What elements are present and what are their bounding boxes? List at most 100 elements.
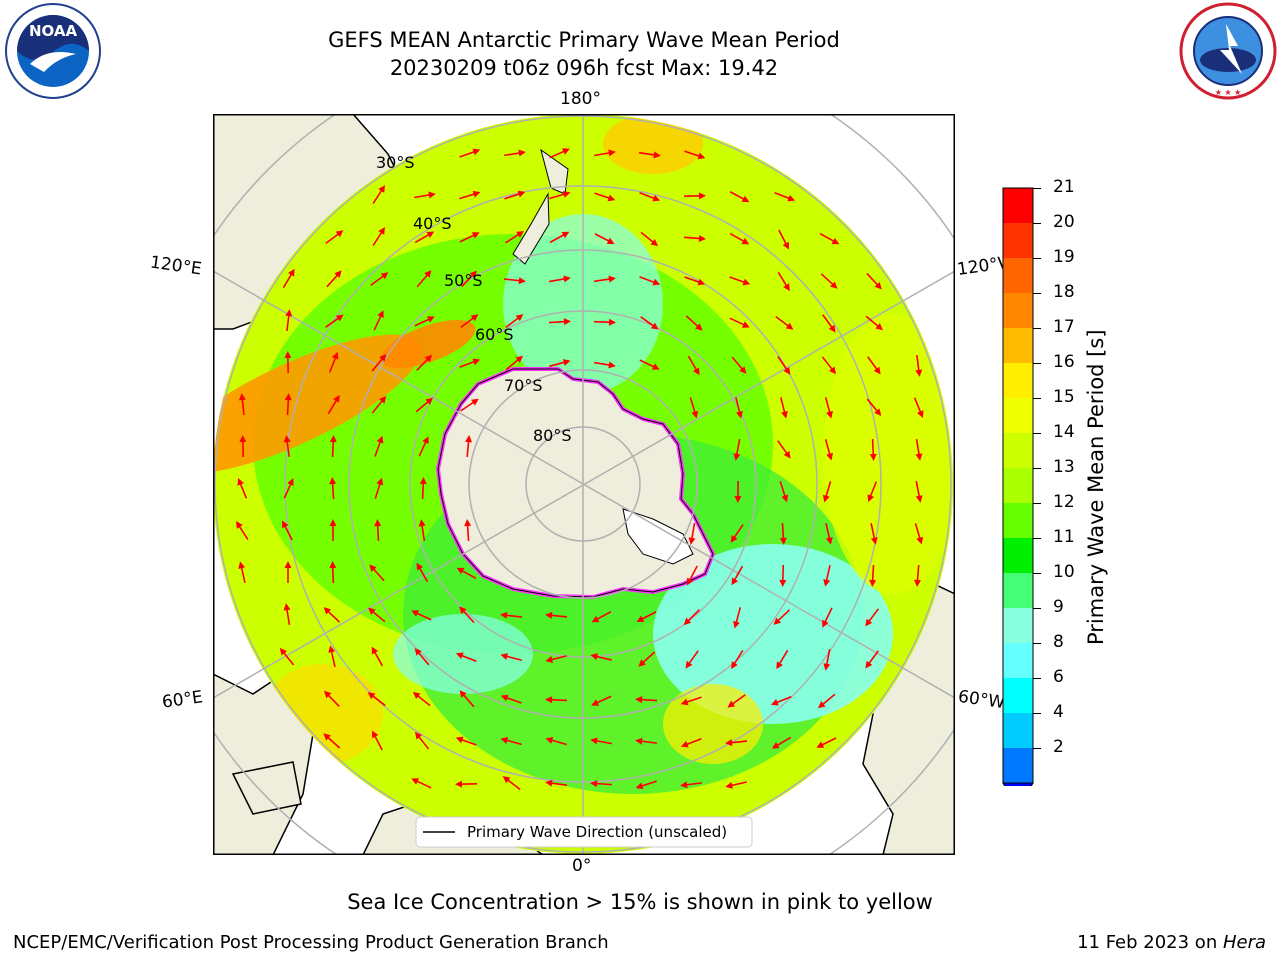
wave-arrow-head	[741, 195, 750, 203]
wave-arrow-head	[638, 659, 646, 667]
wave-arrow	[459, 360, 477, 368]
wave-arrow	[549, 149, 567, 159]
wave-arrow	[732, 649, 744, 667]
wave-arrow-head	[779, 579, 787, 587]
wave-arrow-head	[515, 314, 524, 322]
wave-arrow-head	[335, 230, 344, 238]
colorbar-tick-label: 4	[1053, 702, 1064, 722]
wave-arrow-head	[608, 318, 616, 326]
wave-arrow	[285, 606, 291, 626]
lat-label-40s: 40°S	[413, 214, 452, 233]
wave-arrow	[374, 439, 382, 457]
wave-direction-arrows	[236, 148, 924, 835]
map-panel: Primary Wave Direction (unscaled)	[213, 114, 955, 855]
wave-arrow-head	[608, 275, 616, 283]
wave-arrow-head	[545, 611, 553, 619]
wave-arrow-head	[500, 694, 509, 702]
wave-arrow	[325, 316, 341, 328]
wave-arrow	[549, 655, 567, 661]
wave-arrow	[374, 481, 382, 499]
lat-label-70s: 70°S	[504, 376, 543, 395]
wave-arrow-head	[334, 270, 342, 278]
wave-arrow	[685, 315, 701, 329]
wave-arrow	[329, 355, 337, 373]
wave-arrow	[871, 438, 875, 458]
wave-arrow-head	[469, 270, 477, 279]
wave-arrow	[781, 522, 785, 542]
wave-arrow-head	[459, 690, 467, 698]
wave-arrow-head	[783, 450, 791, 459]
wave-arrow-head	[465, 435, 473, 443]
wave-arrow-head	[817, 701, 826, 709]
wave-arrow-head	[787, 194, 796, 202]
colorbar-segment	[1003, 468, 1033, 503]
wave-arrow-head	[874, 408, 882, 417]
wave-arrow	[548, 782, 568, 786]
colorbar-tick-label: 13	[1053, 457, 1075, 477]
wave-arrow	[459, 192, 477, 200]
wave-arrow-head	[680, 698, 689, 706]
wave-arrow-head	[652, 194, 661, 202]
wave-arrow-head	[416, 562, 424, 571]
wave-arrow-head	[783, 283, 790, 292]
wave-arrow-head	[653, 151, 661, 159]
wave-arrow-head	[563, 275, 571, 283]
wave-arrow-head	[418, 519, 426, 527]
colorbar-tick-label: 20	[1053, 212, 1075, 232]
colorbar-tick-label: 9	[1053, 597, 1064, 617]
wave-arrow-head	[471, 398, 479, 406]
wave-arrow-head	[652, 278, 661, 286]
wave-arrow	[331, 480, 335, 500]
wave-arrow	[461, 608, 475, 624]
wave-arrow-head	[606, 237, 615, 244]
wave-arrow-head	[831, 237, 840, 245]
wave-arrow	[639, 192, 657, 200]
wave-arrow-head	[515, 355, 524, 363]
wave-arrow-head	[825, 537, 833, 545]
wave-arrow-head	[239, 435, 247, 443]
wave-arrow	[688, 565, 698, 583]
wave-arrow	[416, 272, 430, 288]
wave-arrow-head	[367, 692, 376, 700]
wave-arrow-head	[816, 741, 825, 748]
wave-arrow-head	[590, 653, 598, 661]
legend: Primary Wave Direction (unscaled)	[415, 816, 753, 848]
colorbar-segment	[1003, 363, 1033, 398]
wave-arrow-head	[865, 660, 873, 669]
wave-arrow-head	[867, 494, 875, 503]
wave-arrow-head	[635, 782, 644, 790]
wave-arrow	[640, 651, 656, 665]
polar-map: Primary Wave Direction (unscaled)	[213, 114, 955, 855]
lon-label-180: 180°	[560, 89, 601, 109]
wave-arrow	[594, 233, 612, 243]
wave-arrow-head	[917, 410, 924, 419]
wave-arrow	[732, 524, 744, 540]
wave-arrow-head	[773, 617, 782, 625]
wave-arrow-head	[329, 477, 337, 485]
wave-arrow-head	[411, 610, 420, 617]
colorbar-segment	[1003, 328, 1033, 363]
wave-arrow	[460, 315, 476, 329]
wave-arrow-head	[287, 478, 294, 486]
wave-arrow-head	[500, 653, 509, 660]
wave-arrow-head	[607, 194, 616, 202]
wave-arrow-head	[742, 278, 751, 286]
wave-arrow-head	[414, 731, 423, 740]
wave-arrow-head	[288, 268, 295, 277]
lon-label-0: 0°	[572, 856, 592, 876]
wave-arrow	[238, 481, 248, 499]
wave-arrow-head	[455, 652, 464, 660]
colorbar-segment	[1003, 398, 1033, 433]
wave-arrow-head	[369, 564, 377, 572]
wave-arrow-head	[464, 519, 472, 527]
wave-arrow	[414, 611, 432, 621]
wave-arrow-head	[378, 185, 386, 193]
colorbar-segment	[1003, 258, 1033, 293]
wave-arrow	[821, 356, 835, 372]
colorbar-segment	[1003, 608, 1033, 643]
wave-arrow-head	[371, 646, 379, 655]
wave-arrow-head	[561, 231, 570, 239]
wave-arrow	[413, 193, 433, 199]
wave-arrow	[593, 782, 613, 786]
wave-arrow	[594, 655, 612, 661]
